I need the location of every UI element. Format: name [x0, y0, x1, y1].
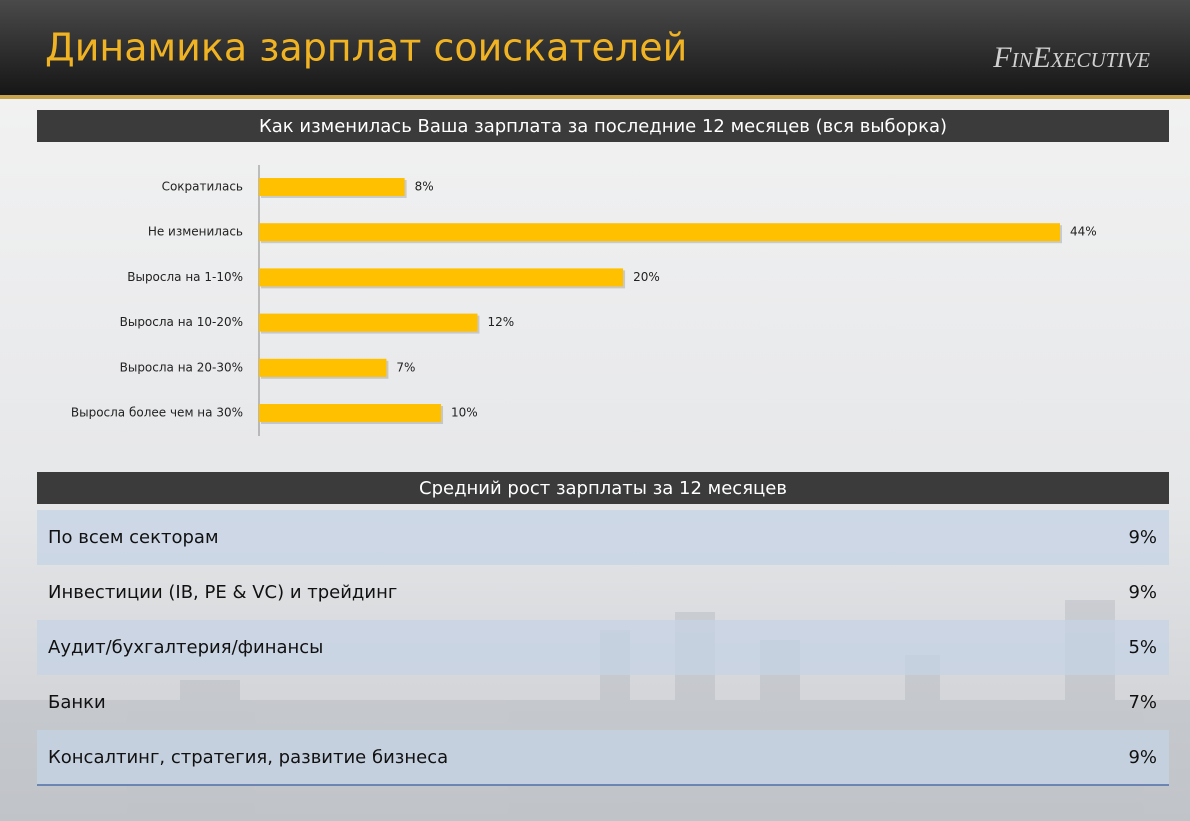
- value-label: 44%: [1070, 225, 1097, 239]
- table-row-band: [37, 620, 1169, 675]
- slide-title: Динамика зарплат соискателей: [45, 26, 687, 70]
- logo: FinExecutive: [992, 41, 1150, 74]
- row-value: 9%: [1128, 747, 1157, 768]
- row-label: Банки: [48, 692, 106, 713]
- row-value: 5%: [1128, 637, 1157, 658]
- bar: [259, 404, 442, 422]
- category-label: Выросла более чем на 30%: [71, 406, 243, 420]
- row-value: 9%: [1128, 582, 1157, 603]
- value-label: 7%: [396, 360, 415, 374]
- table-title-bar: [37, 472, 1169, 504]
- bar: [259, 313, 478, 332]
- bar: [259, 223, 1060, 242]
- category-label: Не изменилась: [148, 225, 243, 239]
- header-rule: [0, 95, 1190, 99]
- row-value: 9%: [1128, 527, 1157, 548]
- value-label: 8%: [415, 180, 434, 194]
- bar: [259, 358, 387, 377]
- table-row-band: [37, 510, 1169, 565]
- bar: [259, 178, 405, 196]
- table-title: Средний рост зарплаты за 12 месяцев: [419, 478, 787, 499]
- row-label: Консалтинг, стратегия, развитие бизнеса: [48, 747, 448, 768]
- category-label: Выросла на 20-30%: [120, 360, 243, 374]
- chart-title: Как изменилась Ваша зарплата за последни…: [259, 116, 947, 137]
- header-bar: [0, 0, 1190, 95]
- row-value: 7%: [1128, 692, 1157, 713]
- value-label: 12%: [487, 315, 514, 329]
- category-label: Сократилась: [162, 180, 243, 194]
- bar: [259, 268, 624, 287]
- category-label: Выросла на 10-20%: [120, 315, 243, 329]
- value-label: 10%: [451, 406, 478, 420]
- row-label: Аудит/бухгалтерия/финансы: [48, 637, 323, 658]
- row-label: Инвестиции (IB, PE & VC) и трейдинг: [48, 582, 397, 603]
- row-label: По всем секторам: [48, 527, 219, 548]
- chart-title-bar: [37, 110, 1169, 142]
- value-label: 20%: [633, 270, 660, 284]
- category-label: Выросла на 1-10%: [127, 270, 243, 284]
- table-row-band: [37, 730, 1169, 785]
